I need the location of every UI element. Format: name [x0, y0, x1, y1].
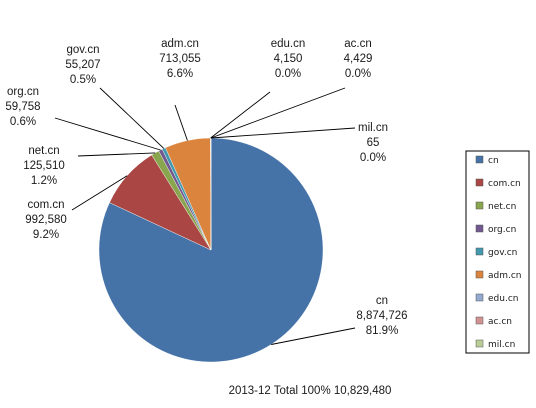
data-label-cn-percent-label: 81.9% — [366, 325, 399, 337]
data-label-net-cn-percent-label: 1.2% — [31, 175, 57, 187]
data-label-ac-cn-name: ac.cn — [344, 38, 372, 50]
leader-line-adm-cn — [174, 104, 188, 141]
legend-swatch-com-cn — [475, 178, 484, 187]
data-label-mil-cn-name: mil.cn — [358, 122, 388, 134]
legend-label-net-cn: net.cn — [488, 202, 516, 212]
data-label-adm-cn-value-label: 713,055 — [159, 53, 201, 65]
leader-lines — [54, 87, 356, 345]
leader-line-org-cn — [54, 117, 161, 151]
slice-labels: cn 8,874,726 81.9% com.cn 992,580 9.2% net.cn 1… — [5, 38, 407, 337]
data-label-adm-cn-name: adm.cn — [161, 38, 199, 50]
legend-swatch-net-cn — [475, 201, 484, 210]
legend-label-adm-cn: adm.cn — [488, 271, 522, 281]
data-label-net-cn-name: net.cn — [28, 145, 59, 157]
legend-label-com-cn: com.cn — [488, 179, 521, 189]
data-label-ac-cn-percent-label: 0.0% — [345, 68, 371, 80]
legend-label-cn: cn — [488, 156, 499, 166]
legend-swatch-gov-cn — [475, 247, 484, 256]
legend: cn com.cn net.cn org.cn gov.cn adm.cn edu.cn ac… — [465, 150, 530, 354]
leader-line-cn — [271, 327, 356, 345]
data-label-mil-cn-value-label: 65 — [367, 137, 380, 149]
data-label-ac-cn-value-label: 4,429 — [344, 53, 373, 65]
legend-swatch-adm-cn — [475, 270, 484, 279]
data-label-edu-cn-value-label: 4,150 — [274, 53, 303, 65]
legend-swatch-mil-cn — [475, 339, 484, 348]
legend-label-gov-cn: gov.cn — [488, 248, 517, 258]
data-label-com-cn-percent-label: 9.2% — [33, 229, 59, 241]
legend-label-mil-cn: mil.cn — [488, 340, 515, 350]
data-label-gov-cn-name: gov.cn — [66, 44, 99, 56]
data-label-com-cn-value-label: 992,580 — [25, 214, 67, 226]
data-label-edu-cn-name: edu.cn — [271, 38, 306, 50]
leader-line-ac-cn — [210, 87, 346, 139]
data-label-org-cn-percent-label: 0.6% — [10, 116, 36, 128]
leader-line-edu-cn — [210, 91, 271, 139]
leader-line-com-cn — [71, 175, 128, 211]
data-label-org-cn-name: org.cn — [7, 86, 39, 98]
chart-footer: 2013-12 Total 100% 10,829,480 — [229, 385, 392, 397]
data-label-cn-value-label: 8,874,726 — [356, 310, 407, 322]
data-label-org-cn-value-label: 59,758 — [5, 101, 40, 113]
data-label-net-cn-value-label: 125,510 — [23, 160, 65, 172]
legend-swatch-org-cn — [475, 224, 484, 233]
leader-line-net-cn — [77, 152, 156, 157]
data-label-mil-cn-percent-label: 0.0% — [360, 152, 386, 164]
legend-swatch-ac-cn — [475, 316, 484, 325]
data-label-edu-cn-percent-label: 0.0% — [275, 68, 301, 80]
data-label-adm-cn-percent-label: 6.6% — [167, 68, 193, 80]
legend-swatch-cn — [475, 155, 484, 164]
legend-swatch-edu-cn — [475, 293, 484, 302]
legend-label-edu-cn: edu.cn — [488, 294, 518, 304]
data-label-gov-cn-value-label: 55,207 — [65, 59, 100, 71]
legend-label-ac-cn: ac.cn — [488, 317, 512, 327]
pie-slices — [98, 137, 324, 363]
data-label-gov-cn-percent-label: 0.5% — [70, 74, 96, 86]
legend-label-org-cn: org.cn — [488, 225, 516, 235]
leader-line-gov-cn — [99, 87, 165, 149]
data-label-cn-name: cn — [376, 295, 388, 307]
data-label-com-cn-name: com.cn — [27, 199, 64, 211]
leader-line-mil-cn — [210, 127, 356, 139]
